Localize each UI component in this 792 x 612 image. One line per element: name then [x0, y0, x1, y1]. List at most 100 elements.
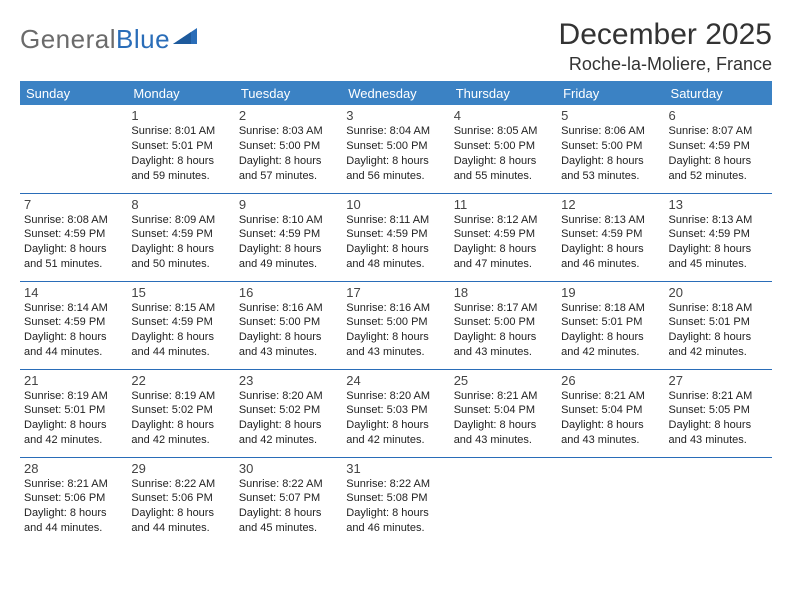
sunrise-text: Sunrise: 8:22 AM [131, 477, 230, 492]
daylight-text: Daylight: 8 hours [24, 242, 123, 257]
calendar-page: GeneralBlue December 2025 Roche-la-Molie… [0, 0, 792, 545]
daylight-text: Daylight: 8 hours [561, 242, 660, 257]
sunset-text: Sunset: 4:59 PM [131, 227, 230, 242]
sunset-text: Sunset: 5:01 PM [24, 403, 123, 418]
daylight-text: and 52 minutes. [669, 169, 768, 184]
month-title: December 2025 [559, 18, 772, 52]
day-number: 21 [24, 373, 123, 388]
sunrise-text: Sunrise: 8:13 AM [561, 213, 660, 228]
sunrise-text: Sunrise: 8:09 AM [131, 213, 230, 228]
sunrise-text: Sunrise: 8:10 AM [239, 213, 338, 228]
day-number: 20 [669, 285, 768, 300]
sunrise-text: Sunrise: 8:03 AM [239, 124, 338, 139]
sunrise-text: Sunrise: 8:01 AM [131, 124, 230, 139]
sunrise-text: Sunrise: 8:22 AM [239, 477, 338, 492]
calendar-day-cell: 31Sunrise: 8:22 AMSunset: 5:08 PMDayligh… [342, 457, 449, 545]
daylight-text: and 47 minutes. [454, 257, 553, 272]
day-number: 2 [239, 108, 338, 123]
daylight-text: and 42 minutes. [669, 345, 768, 360]
calendar-day-cell: 24Sunrise: 8:20 AMSunset: 5:03 PMDayligh… [342, 369, 449, 457]
daylight-text: Daylight: 8 hours [131, 242, 230, 257]
calendar-day-cell: 6Sunrise: 8:07 AMSunset: 4:59 PMDaylight… [665, 105, 772, 193]
day-header: Tuesday [235, 81, 342, 105]
daylight-text: and 44 minutes. [131, 345, 230, 360]
daylight-text: and 49 minutes. [239, 257, 338, 272]
day-number: 7 [24, 197, 123, 212]
day-number: 28 [24, 461, 123, 476]
sunrise-text: Sunrise: 8:21 AM [669, 389, 768, 404]
calendar-empty-cell [450, 457, 557, 545]
calendar-empty-cell [557, 457, 664, 545]
calendar-day-cell: 10Sunrise: 8:11 AMSunset: 4:59 PMDayligh… [342, 193, 449, 281]
sunrise-text: Sunrise: 8:14 AM [24, 301, 123, 316]
day-number: 15 [131, 285, 230, 300]
page-header: GeneralBlue December 2025 Roche-la-Molie… [20, 18, 772, 75]
title-block: December 2025 Roche-la-Moliere, France [559, 18, 772, 75]
day-header: Thursday [450, 81, 557, 105]
calendar-week-row: 1Sunrise: 8:01 AMSunset: 5:01 PMDaylight… [20, 105, 772, 193]
daylight-text: and 46 minutes. [346, 521, 445, 536]
daylight-text: and 57 minutes. [239, 169, 338, 184]
daylight-text: Daylight: 8 hours [239, 506, 338, 521]
day-number: 19 [561, 285, 660, 300]
daylight-text: and 42 minutes. [346, 433, 445, 448]
sunset-text: Sunset: 4:59 PM [454, 227, 553, 242]
sunset-text: Sunset: 5:02 PM [239, 403, 338, 418]
day-number: 22 [131, 373, 230, 388]
sunset-text: Sunset: 4:59 PM [346, 227, 445, 242]
sunset-text: Sunset: 4:59 PM [24, 315, 123, 330]
calendar-day-cell: 12Sunrise: 8:13 AMSunset: 4:59 PMDayligh… [557, 193, 664, 281]
day-number: 8 [131, 197, 230, 212]
day-number: 12 [561, 197, 660, 212]
daylight-text: and 48 minutes. [346, 257, 445, 272]
daylight-text: Daylight: 8 hours [561, 418, 660, 433]
sunrise-text: Sunrise: 8:15 AM [131, 301, 230, 316]
daylight-text: and 43 minutes. [561, 433, 660, 448]
brand-name-part1: General [20, 24, 116, 54]
sunrise-text: Sunrise: 8:12 AM [454, 213, 553, 228]
daylight-text: and 43 minutes. [346, 345, 445, 360]
sunset-text: Sunset: 5:00 PM [346, 139, 445, 154]
daylight-text: Daylight: 8 hours [24, 330, 123, 345]
calendar-day-cell: 3Sunrise: 8:04 AMSunset: 5:00 PMDaylight… [342, 105, 449, 193]
calendar-day-cell: 8Sunrise: 8:09 AMSunset: 4:59 PMDaylight… [127, 193, 234, 281]
sunrise-text: Sunrise: 8:18 AM [561, 301, 660, 316]
day-number: 29 [131, 461, 230, 476]
sunset-text: Sunset: 5:00 PM [239, 315, 338, 330]
sunset-text: Sunset: 5:01 PM [131, 139, 230, 154]
daylight-text: and 53 minutes. [561, 169, 660, 184]
calendar-day-cell: 17Sunrise: 8:16 AMSunset: 5:00 PMDayligh… [342, 281, 449, 369]
day-number: 11 [454, 197, 553, 212]
day-number: 13 [669, 197, 768, 212]
daylight-text: Daylight: 8 hours [346, 506, 445, 521]
calendar-day-cell: 13Sunrise: 8:13 AMSunset: 4:59 PMDayligh… [665, 193, 772, 281]
day-number: 26 [561, 373, 660, 388]
daylight-text: and 45 minutes. [239, 521, 338, 536]
daylight-text: Daylight: 8 hours [669, 418, 768, 433]
daylight-text: and 43 minutes. [454, 433, 553, 448]
daylight-text: Daylight: 8 hours [346, 154, 445, 169]
daylight-text: and 43 minutes. [239, 345, 338, 360]
calendar-day-cell: 29Sunrise: 8:22 AMSunset: 5:06 PMDayligh… [127, 457, 234, 545]
sunrise-text: Sunrise: 8:16 AM [239, 301, 338, 316]
sunrise-text: Sunrise: 8:11 AM [346, 213, 445, 228]
calendar-body: 1Sunrise: 8:01 AMSunset: 5:01 PMDaylight… [20, 105, 772, 545]
calendar-day-cell: 16Sunrise: 8:16 AMSunset: 5:00 PMDayligh… [235, 281, 342, 369]
sunset-text: Sunset: 5:00 PM [346, 315, 445, 330]
daylight-text: Daylight: 8 hours [561, 330, 660, 345]
day-header: Saturday [665, 81, 772, 105]
calendar-day-cell: 4Sunrise: 8:05 AMSunset: 5:00 PMDaylight… [450, 105, 557, 193]
daylight-text: Daylight: 8 hours [239, 418, 338, 433]
sunrise-text: Sunrise: 8:21 AM [24, 477, 123, 492]
brand-name-part2: Blue [116, 24, 170, 54]
daylight-text: Daylight: 8 hours [669, 242, 768, 257]
day-number: 4 [454, 108, 553, 123]
sunset-text: Sunset: 5:00 PM [454, 139, 553, 154]
brand-logo: GeneralBlue [20, 24, 199, 55]
daylight-text: Daylight: 8 hours [239, 242, 338, 257]
day-number: 31 [346, 461, 445, 476]
sunset-text: Sunset: 5:08 PM [346, 491, 445, 506]
daylight-text: Daylight: 8 hours [24, 418, 123, 433]
daylight-text: and 44 minutes. [24, 521, 123, 536]
sunset-text: Sunset: 5:06 PM [24, 491, 123, 506]
